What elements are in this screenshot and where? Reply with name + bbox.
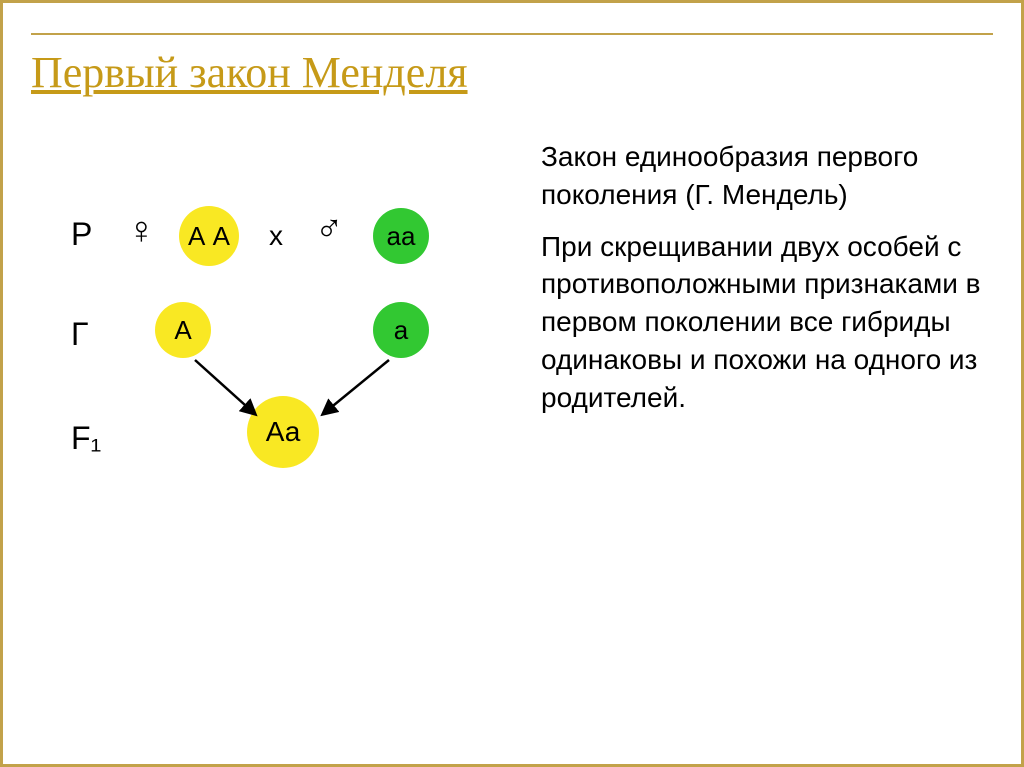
gamete-a: a	[373, 302, 429, 358]
parent-AA-label: А А	[188, 221, 230, 252]
edge-a-to-Aa	[323, 360, 389, 414]
female-icon: ♀	[127, 210, 156, 253]
label-P: Р	[71, 216, 92, 253]
slide-frame: Первый закон Менделя Р ♀ А А x ♂ aa Г А …	[0, 0, 1024, 767]
paragraph-2: При скрещивании двух особей с противопол…	[541, 228, 985, 417]
label-F1: F₁	[71, 420, 101, 457]
paragraph-1: Закон единообразия первого поколения (Г.…	[541, 138, 985, 214]
offspring-Aa-label: Аа	[266, 416, 301, 448]
parent-aa-label: aa	[387, 221, 416, 252]
offspring-Aa: Аа	[247, 396, 319, 468]
parent-AA: А А	[179, 206, 239, 266]
top-rule	[31, 33, 993, 35]
content-row: Р ♀ А А x ♂ aa Г А a F₁ Аа	[31, 128, 993, 618]
gamete-A: А	[155, 302, 211, 358]
gamete-A-label: А	[174, 315, 191, 346]
diagram: Р ♀ А А x ♂ aa Г А a F₁ Аа	[71, 198, 521, 618]
cross-symbol: x	[269, 220, 283, 252]
label-G: Г	[71, 316, 88, 353]
text-column: Закон единообразия первого поколения (Г.…	[541, 128, 993, 618]
slide-title: Первый закон Менделя	[31, 47, 993, 98]
gamete-a-label: a	[394, 315, 408, 346]
parent-aa: aa	[373, 208, 429, 264]
male-icon: ♂	[315, 208, 344, 251]
edge-A-to-Aa	[195, 360, 255, 414]
